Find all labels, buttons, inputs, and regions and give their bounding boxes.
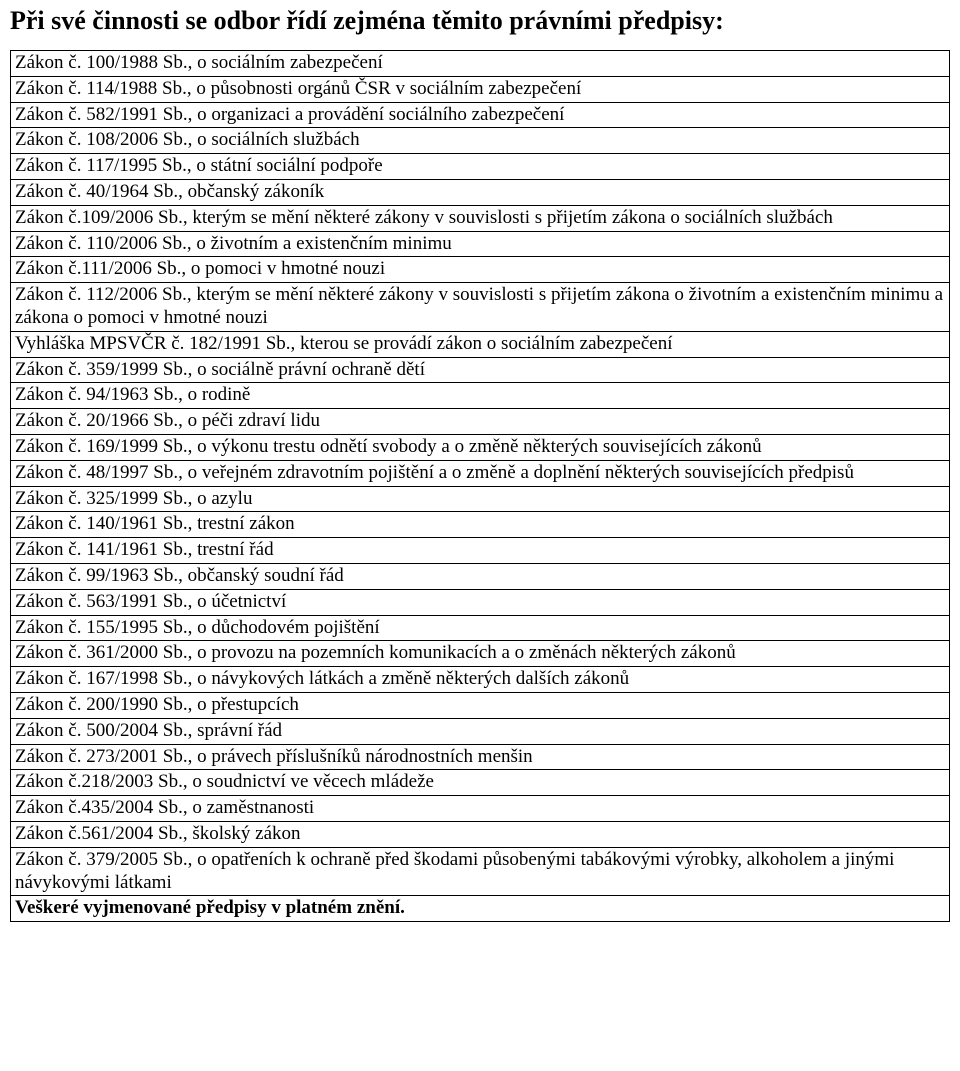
law-cell: Veškeré vyjmenované předpisy v platném z… xyxy=(11,896,950,922)
table-row: Zákon č.561/2004 Sb., školský zákon xyxy=(11,821,950,847)
table-row: Zákon č. 20/1966 Sb., o péči zdraví lidu xyxy=(11,409,950,435)
table-row: Zákon č. 114/1988 Sb., o působnosti orgá… xyxy=(11,76,950,102)
table-row: Zákon č.111/2006 Sb., o pomoci v hmotné … xyxy=(11,257,950,283)
law-cell: Zákon č. 169/1999 Sb., o výkonu trestu o… xyxy=(11,434,950,460)
law-cell: Zákon č. 582/1991 Sb., o organizaci a pr… xyxy=(11,102,950,128)
table-row: Zákon č. 167/1998 Sb., o návykových látk… xyxy=(11,667,950,693)
law-cell: Zákon č. 99/1963 Sb., občanský soudní řá… xyxy=(11,563,950,589)
table-row: Zákon č. 48/1997 Sb., o veřejném zdravot… xyxy=(11,460,950,486)
law-cell: Zákon č. 155/1995 Sb., o důchodovém poji… xyxy=(11,615,950,641)
table-row: Zákon č. 155/1995 Sb., o důchodovém poji… xyxy=(11,615,950,641)
law-cell: Zákon č. 112/2006 Sb., kterým se mění ně… xyxy=(11,283,950,332)
table-row: Zákon č.218/2003 Sb., o soudnictví ve vě… xyxy=(11,770,950,796)
table-row: Zákon č. 325/1999 Sb., o azylu xyxy=(11,486,950,512)
table-row: Zákon č. 94/1963 Sb., o rodině xyxy=(11,383,950,409)
table-row: Zákon č. 379/2005 Sb., o opatřeních k oc… xyxy=(11,847,950,896)
law-cell: Zákon č.109/2006 Sb., kterým se mění něk… xyxy=(11,205,950,231)
law-cell: Zákon č.561/2004 Sb., školský zákon xyxy=(11,821,950,847)
table-row: Zákon č. 563/1991 Sb., o účetnictví xyxy=(11,589,950,615)
law-cell: Zákon č.218/2003 Sb., o soudnictví ve vě… xyxy=(11,770,950,796)
table-row: Zákon č. 200/1990 Sb., o přestupcích xyxy=(11,692,950,718)
table-row: Zákon č. 110/2006 Sb., o životním a exis… xyxy=(11,231,950,257)
law-cell: Zákon č. 200/1990 Sb., o přestupcích xyxy=(11,692,950,718)
table-row: Zákon č. 140/1961 Sb., trestní zákon xyxy=(11,512,950,538)
law-cell: Zákon č. 379/2005 Sb., o opatřeních k oc… xyxy=(11,847,950,896)
table-row: Zákon č. 169/1999 Sb., o výkonu trestu o… xyxy=(11,434,950,460)
law-cell: Zákon č. 94/1963 Sb., o rodině xyxy=(11,383,950,409)
law-cell: Zákon č. 48/1997 Sb., o veřejném zdravot… xyxy=(11,460,950,486)
law-cell: Zákon č. 361/2000 Sb., o provozu na poze… xyxy=(11,641,950,667)
law-cell: Zákon č.435/2004 Sb., o zaměstnanosti xyxy=(11,796,950,822)
law-cell: Zákon č. 108/2006 Sb., o sociálních služ… xyxy=(11,128,950,154)
law-cell: Vyhláška MPSVČR č. 182/1991 Sb., kterou … xyxy=(11,331,950,357)
table-row: Zákon č. 99/1963 Sb., občanský soudní řá… xyxy=(11,563,950,589)
table-row: Zákon č. 108/2006 Sb., o sociálních služ… xyxy=(11,128,950,154)
table-row: Zákon č. 40/1964 Sb., občanský zákoník xyxy=(11,179,950,205)
table-row: Zákon č. 500/2004 Sb., správní řád xyxy=(11,718,950,744)
law-cell: Zákon č. 40/1964 Sb., občanský zákoník xyxy=(11,179,950,205)
laws-table: Zákon č. 100/1988 Sb., o sociálním zabez… xyxy=(10,50,950,922)
law-cell: Zákon č. 117/1995 Sb., o státní sociální… xyxy=(11,154,950,180)
page-title: Při své činnosti se odbor řídí zejména t… xyxy=(10,6,950,36)
table-row: Zákon č. 100/1988 Sb., o sociálním zabez… xyxy=(11,51,950,77)
table-row: Zákon č. 141/1961 Sb., trestní řád xyxy=(11,538,950,564)
law-cell: Zákon č. 359/1999 Sb., o sociálně právní… xyxy=(11,357,950,383)
table-row: Zákon č. 273/2001 Sb., o právech přísluš… xyxy=(11,744,950,770)
table-row: Zákon č. 359/1999 Sb., o sociálně právní… xyxy=(11,357,950,383)
law-cell: Zákon č. 273/2001 Sb., o právech přísluš… xyxy=(11,744,950,770)
table-row: Zákon č. 582/1991 Sb., o organizaci a pr… xyxy=(11,102,950,128)
table-row: Zákon č.435/2004 Sb., o zaměstnanosti xyxy=(11,796,950,822)
law-cell: Zákon č. 110/2006 Sb., o životním a exis… xyxy=(11,231,950,257)
law-cell: Zákon č.111/2006 Sb., o pomoci v hmotné … xyxy=(11,257,950,283)
law-cell: Zákon č. 20/1966 Sb., o péči zdraví lidu xyxy=(11,409,950,435)
table-row: Zákon č. 112/2006 Sb., kterým se mění ně… xyxy=(11,283,950,332)
law-cell: Zákon č. 563/1991 Sb., o účetnictví xyxy=(11,589,950,615)
law-cell: Zákon č. 325/1999 Sb., o azylu xyxy=(11,486,950,512)
table-row: Vyhláška MPSVČR č. 182/1991 Sb., kterou … xyxy=(11,331,950,357)
law-cell: Zákon č. 100/1988 Sb., o sociálním zabez… xyxy=(11,51,950,77)
law-cell: Zákon č. 167/1998 Sb., o návykových látk… xyxy=(11,667,950,693)
law-cell: Zákon č. 114/1988 Sb., o působnosti orgá… xyxy=(11,76,950,102)
table-row: Zákon č. 361/2000 Sb., o provozu na poze… xyxy=(11,641,950,667)
law-cell: Zákon č. 500/2004 Sb., správní řád xyxy=(11,718,950,744)
law-cell: Zákon č. 141/1961 Sb., trestní řád xyxy=(11,538,950,564)
table-row: Zákon č.109/2006 Sb., kterým se mění něk… xyxy=(11,205,950,231)
law-cell: Zákon č. 140/1961 Sb., trestní zákon xyxy=(11,512,950,538)
table-row: Zákon č. 117/1995 Sb., o státní sociální… xyxy=(11,154,950,180)
table-row: Veškeré vyjmenované předpisy v platném z… xyxy=(11,896,950,922)
